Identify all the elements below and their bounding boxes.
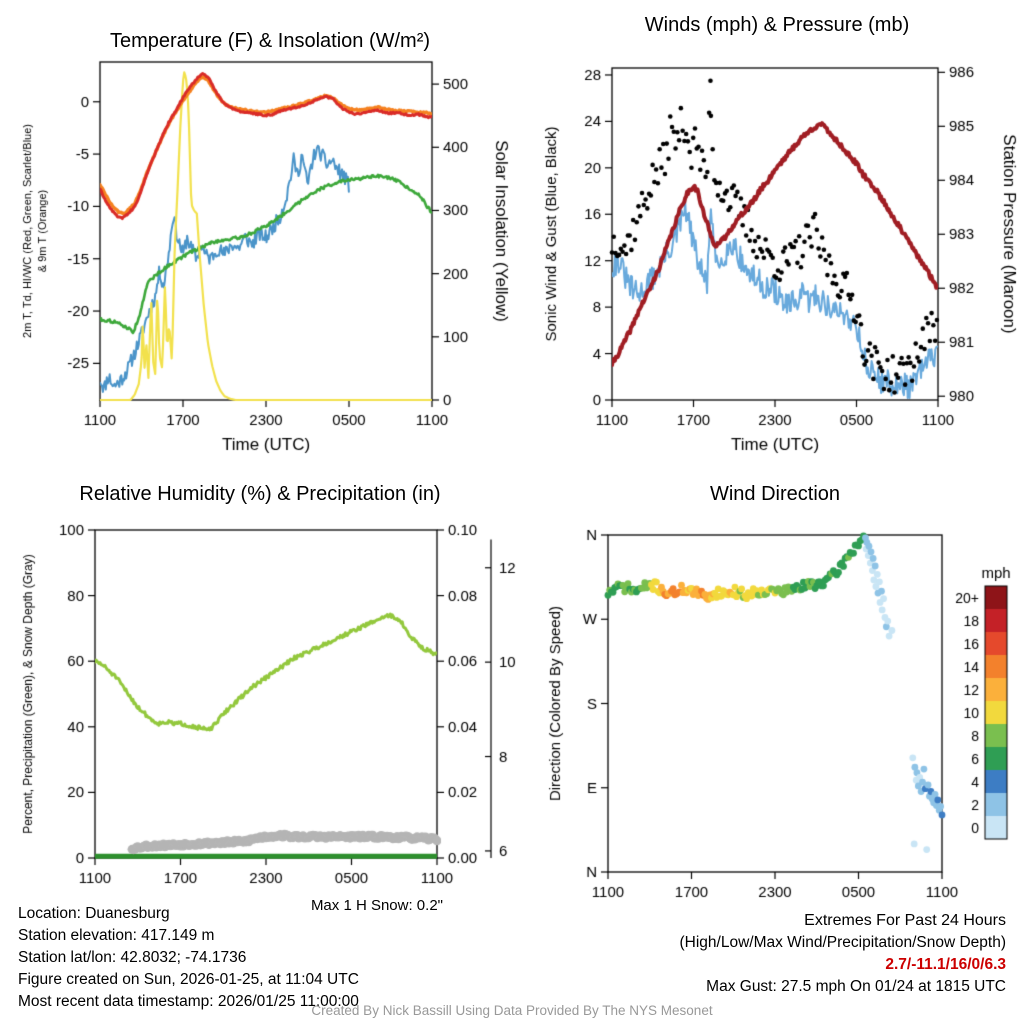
station-location: Location: Duanesburg xyxy=(18,905,170,922)
station-elevation: Station elevation: 417.149 m xyxy=(18,927,215,944)
extremes-title: Extremes For Past 24 Hours xyxy=(804,912,1006,929)
credit-line: Created By Nick Bassill Using Data Provi… xyxy=(311,1003,713,1018)
station-info: Location: Duanesburg Station elevation: … xyxy=(18,903,359,1013)
max-snow-note: Max 1 H Snow: 0.2" xyxy=(310,897,443,914)
panel-title-winds: Winds (mph) & Pressure (mb) xyxy=(644,14,910,36)
figure-created: Figure created on Sun, 2026-01-25, at 11… xyxy=(18,971,359,988)
panel-title-temperature: Temperature (F) & Insolation (W/m²) xyxy=(109,30,431,52)
extremes-values: 2.7/-11.1/16/0/6.3 xyxy=(885,956,1006,973)
max-gust: Max Gust: 27.5 mph On 01/24 at 1815 UTC xyxy=(706,978,1006,995)
panel-title-humidity: Relative Humidity (%) & Precipitation (i… xyxy=(79,483,441,505)
extremes-block: Extremes For Past 24 Hours (High/Low/Max… xyxy=(540,910,1007,998)
recent-timestamp: Most recent data timestamp: 2026/01/25 1… xyxy=(18,993,359,1010)
station-latlon: Station lat/lon: 42.8032; -74.1736 xyxy=(18,949,247,966)
extremes-subtitle: (High/Low/Max Wind/Precipitation/Snow De… xyxy=(679,934,1007,951)
panel-title-wind-direction: Wind Direction xyxy=(709,483,841,505)
